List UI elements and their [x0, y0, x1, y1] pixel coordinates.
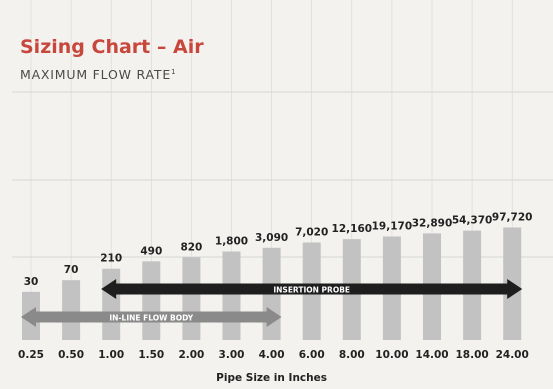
tick-label-24.00: 24.00: [496, 349, 529, 361]
value-label-0.50: 70: [64, 264, 79, 276]
value-label-6.00: 7,020: [295, 226, 328, 238]
tick-label-3.00: 3.00: [219, 349, 245, 361]
value-label-1.00: 210: [100, 253, 122, 265]
chart-subtitle-text: MAXIMUM FLOW RATE: [20, 67, 172, 82]
bar-0.50: [62, 280, 81, 340]
bar-2.00: [182, 257, 201, 340]
tick-label-14.00: 14.00: [415, 349, 448, 361]
chart-title: Sizing Chart – Air: [20, 36, 204, 58]
tick-label-18.00: 18.00: [455, 349, 488, 361]
chart-subtitle-footnote: 1: [171, 67, 176, 76]
value-label-24.00: 97,720: [492, 211, 533, 223]
tick-label-8.00: 8.00: [339, 349, 365, 361]
insertion-probe-arrow-label: INSERTION PROBE: [273, 286, 350, 295]
tick-label-1.00: 1.00: [98, 349, 124, 361]
value-label-2.00: 820: [180, 241, 202, 253]
value-label-1.50: 490: [140, 245, 162, 257]
insertion-probe-arrow: INSERTION PROBE: [101, 279, 523, 299]
tick-label-0.50: 0.50: [58, 349, 84, 361]
tick-label-6.00: 6.00: [299, 349, 325, 361]
chart-subtitle: MAXIMUM FLOW RATE1: [20, 67, 176, 82]
inline-flow-body-arrow-label: IN-LINE FLOW BODY: [109, 314, 193, 323]
value-label-10.00: 19,170: [372, 220, 413, 232]
value-label-14.00: 32,890: [412, 217, 453, 229]
bar-1.00: [102, 268, 121, 340]
value-label-3.00: 1,800: [215, 235, 248, 247]
tick-label-1.50: 1.50: [138, 349, 164, 361]
tick-label-0.25: 0.25: [18, 349, 44, 361]
value-label-0.25: 30: [24, 276, 39, 288]
x-axis-title: Pipe Size in Inches: [216, 372, 327, 384]
bar-1.50: [142, 261, 161, 340]
value-label-4.00: 3,090: [255, 232, 288, 244]
tick-label-4.00: 4.00: [259, 349, 285, 361]
bar-3.00: [222, 251, 241, 340]
inline-flow-body-arrow: IN-LINE FLOW BODY: [21, 307, 282, 327]
tick-label-2.00: 2.00: [178, 349, 204, 361]
value-label-18.00: 54,370: [452, 215, 493, 227]
value-label-8.00: 12,160: [332, 223, 373, 235]
tick-label-10.00: 10.00: [375, 349, 408, 361]
